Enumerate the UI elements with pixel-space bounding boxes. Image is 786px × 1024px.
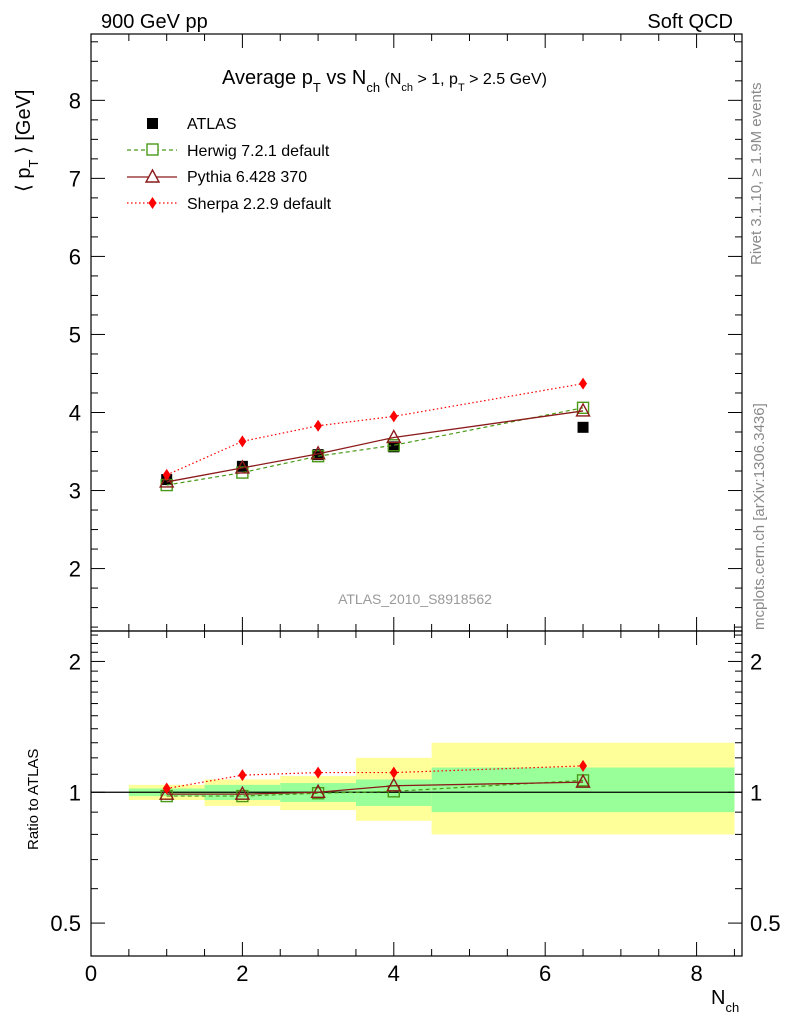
series-line-sherpa <box>166 383 584 476</box>
legend-marker-pythia <box>144 168 161 183</box>
y-tick-label: 7 <box>69 166 81 191</box>
legend-label-sherpa: Sherpa 2.2.9 default <box>187 196 332 213</box>
point-atlas <box>388 441 400 453</box>
title-vs: vs N <box>321 67 367 89</box>
point-atlas <box>312 449 324 461</box>
ratio-line-pythia <box>166 781 584 795</box>
ratio-y-axis-label: Ratio to ATLAS <box>25 749 42 850</box>
y-axis-label: ⟨ pT ⟩ [GeV] <box>13 90 41 193</box>
rivet-label: Rivet 3.1.10, ≥ 1.9M events <box>748 83 765 266</box>
series-line-pythia <box>166 410 584 483</box>
point-sherpa <box>314 419 323 432</box>
point-sherpa <box>579 377 588 390</box>
x-tick-label: 4 <box>388 961 400 986</box>
header-left: 900 GeV pp <box>101 11 208 33</box>
ylabel-open: ⟨ p <box>13 168 35 192</box>
x-tick-label: 2 <box>236 961 248 986</box>
ylabel-sub: T <box>26 160 41 168</box>
point-sherpa <box>389 410 398 423</box>
ratio-tick-label: 2 <box>69 649 81 674</box>
ratio-point-herwig <box>311 787 325 800</box>
ratio-ticks: 0.5 0.5 1 1 2 2 <box>50 634 781 936</box>
chart-title: Average pT vs Nch (Nch > 1, pT > 2.5 GeV… <box>222 67 547 95</box>
point-pythia <box>159 473 175 488</box>
main-panel: 2 3 4 5 6 7 8 <box>69 33 743 632</box>
ratio-point-pythia <box>234 785 251 800</box>
point-pythia <box>386 428 402 444</box>
x-tick-label: 6 <box>539 961 551 986</box>
ratio-point-sherpa <box>579 759 588 772</box>
y-tick-label: 8 <box>69 88 81 113</box>
y-tick-label: 4 <box>69 400 81 425</box>
title-cut1: (N <box>380 71 401 88</box>
x-ticks: 0 2 4 6 8 <box>85 34 735 986</box>
point-sherpa <box>162 468 171 481</box>
ratio-point-pythia <box>159 785 175 800</box>
y-tick-label: 3 <box>69 479 81 504</box>
title-cut2: > 1, p <box>413 71 458 88</box>
title-main: Average p <box>222 67 313 89</box>
ratio-point-sherpa <box>238 769 247 782</box>
ratio-frame <box>90 630 743 957</box>
ratio-tick-label: 1 <box>69 780 81 805</box>
legend-marker-atlas <box>147 118 158 129</box>
legend-label-atlas: ATLAS <box>187 116 237 133</box>
title-main-sub: T <box>313 80 321 95</box>
x-tick-label: 8 <box>690 961 702 986</box>
mcplots-label: mcplots.cern.ch [arXiv:1306.3436] <box>751 403 768 630</box>
title-cut3: > 2.5 GeV) <box>465 71 547 88</box>
main-series <box>159 377 591 492</box>
ratio-series <box>159 759 591 803</box>
main-ticks: 2 3 4 5 6 7 8 <box>69 41 742 628</box>
title-cut1-sub: ch <box>401 82 413 94</box>
legend-marker-herwig <box>146 143 159 156</box>
ratio-panel: 0.5 0.5 1 1 2 2 <box>50 630 781 957</box>
y-tick-label: 5 <box>69 322 81 347</box>
point-sherpa <box>238 435 247 448</box>
point-atlas <box>577 421 589 433</box>
header-right: Soft QCD <box>647 11 733 33</box>
point-pythia <box>575 402 591 417</box>
point-pythia <box>310 445 326 460</box>
point-herwig <box>576 401 590 415</box>
ratio-tick-label-right: 0.5 <box>750 911 781 936</box>
x-tick-label: 0 <box>85 961 97 986</box>
series-line-herwig <box>166 407 584 486</box>
ratio-point-sherpa <box>162 782 171 795</box>
point-herwig <box>387 439 400 452</box>
ratio-line-herwig <box>166 779 584 797</box>
analysis-watermark: ATLAS_2010_S8918562 <box>338 591 492 607</box>
point-pythia <box>234 459 251 474</box>
ratio-tick-label-right: 1 <box>750 780 762 805</box>
ratio-tick-label: 0.5 <box>50 911 81 936</box>
ratio-point-pythia <box>575 773 591 788</box>
ratio-point-sherpa <box>314 766 323 779</box>
xlabel-main: N <box>711 987 725 1009</box>
legend-label-herwig: Herwig 7.2.1 default <box>187 143 330 160</box>
legend: ATLAS Herwig 7.2.1 default Pythia 6.428 … <box>127 116 332 213</box>
title-cut2-sub: T <box>458 82 465 94</box>
ratio-tick-label-right: 2 <box>750 649 762 674</box>
title-vs-sub: ch <box>366 80 380 95</box>
x-axis-label: Nch <box>711 987 739 1015</box>
legend-label-pythia: Pythia 6.428 370 <box>187 169 307 186</box>
ratio-point-sherpa <box>389 766 398 779</box>
ratio-point-pythia <box>310 783 326 798</box>
y-tick-label: 6 <box>69 244 81 269</box>
y-tick-label: 2 <box>69 557 81 582</box>
ylabel-close: ⟩ [GeV] <box>13 90 35 160</box>
point-atlas <box>236 460 248 472</box>
ratio-bands <box>128 742 735 835</box>
xlabel-sub: ch <box>725 1000 739 1015</box>
ratio-point-pythia <box>386 777 402 792</box>
legend-marker-sherpa <box>148 197 157 209</box>
